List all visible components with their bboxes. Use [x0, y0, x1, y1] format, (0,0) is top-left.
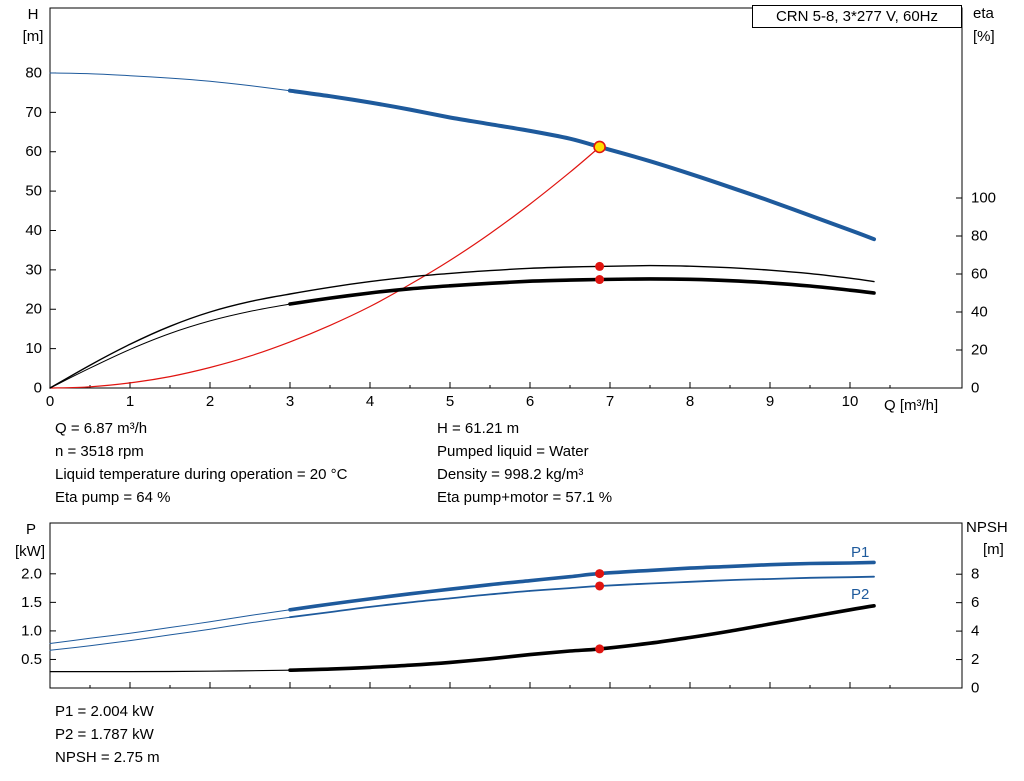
h-axis-label: H	[27, 6, 39, 23]
power-npsh-chart: 0.5 1.0 1.5 2.0 0 2 4 6 8	[21, 522, 979, 697]
info-line-eta-pump: Eta pump = 64 %	[55, 489, 171, 506]
y-left-tick-label: 2.0	[21, 565, 42, 582]
y-left-tick-label: 80	[25, 64, 42, 81]
p1-curve	[288, 560, 876, 612]
power-npsh-chart-frame	[49, 522, 963, 689]
p2-curve-lead	[49, 616, 291, 651]
pump-curve-lead	[49, 72, 291, 92]
h-axis-unit: [m]	[22, 28, 44, 45]
x-tick-label: 10	[842, 393, 859, 410]
eta-total-curve-lead	[49, 303, 291, 389]
npsh-curve	[288, 604, 876, 672]
info-line-liquid: Pumped liquid = Water	[437, 443, 589, 460]
hq-eta-chart-frame	[49, 7, 963, 389]
y-right-tick-label: 4	[971, 623, 979, 640]
x-tick-label: 4	[366, 393, 374, 410]
x-tick-label: 2	[206, 393, 214, 410]
y-right-tick-label: 20	[971, 342, 988, 359]
eta-total-point	[595, 275, 605, 285]
pump-model-title: CRN 5-8, 3*277 V, 60Hz	[752, 5, 962, 28]
npsh-curve-lead	[49, 669, 291, 673]
x-tick-label: 5	[446, 393, 454, 410]
x-tick-label: 9	[766, 393, 774, 410]
eta-total-curve	[288, 277, 876, 306]
y-left-tick-label: 30	[25, 261, 42, 278]
eta-axis-label: eta	[973, 5, 994, 22]
x-tick-label: 8	[686, 393, 694, 410]
npsh-axis-label: NPSH	[966, 519, 1008, 536]
y-left-tick-label: 70	[25, 104, 42, 121]
duty-info-left: Q = 6.87 m³/h n = 3518 rpm Liquid temper…	[55, 417, 347, 509]
y-right-tick-label: 40	[971, 304, 988, 321]
p1-point	[595, 569, 605, 579]
duty-point	[593, 140, 606, 154]
power-info: P1 = 2.004 kW P2 = 1.787 kW NPSH = 2.75 …	[55, 700, 160, 769]
y-left-tick-label: 1.0	[21, 622, 42, 639]
q-axis-label: Q [m³/h]	[884, 397, 939, 414]
x-tick-label: 7	[606, 393, 614, 410]
hq-eta-chart: 0 1 2 3 4 5 6 7 8 9 100102030405060708002040608010…	[25, 7, 996, 410]
y-left-tick-label: 10	[25, 340, 42, 357]
info-line-p1: P1 = 2.004 kW	[55, 703, 154, 720]
info-line-q: Q = 6.87 m³/h	[55, 420, 148, 437]
npsh-point	[595, 644, 605, 654]
y-right-tick-label: 6	[971, 594, 979, 611]
y-right-tick-label: 8	[971, 566, 979, 583]
eta-pump-point	[595, 261, 605, 271]
system-curve	[49, 146, 601, 389]
eta-pump-curve	[49, 264, 875, 389]
info-line-n: n = 3518 rpm	[55, 443, 144, 460]
y-right-tick-label: 2	[971, 651, 979, 668]
y-left-tick-label: 40	[25, 222, 42, 239]
p2-curve	[289, 575, 875, 619]
y-left-tick-label: 0	[34, 380, 42, 397]
info-line-p2: P2 = 1.787 kW	[55, 726, 154, 743]
y-left-tick-label: 1.5	[21, 594, 42, 611]
x-tick-label: 6	[526, 393, 534, 410]
npsh-axis-unit: [m]	[983, 541, 1004, 558]
x-tick-label: 1	[126, 393, 134, 410]
y-right-tick-label: 0	[971, 380, 979, 397]
info-line-temperature: Liquid temperature during operation = 20…	[55, 466, 348, 483]
p1-curve-label: P1	[851, 544, 870, 561]
y-right-tick-label: 60	[971, 266, 988, 283]
pump-curve	[288, 88, 876, 242]
info-line-npsh: NPSH = 2.75 m	[55, 749, 160, 766]
info-line-eta-total: Eta pump+motor = 57.1 %	[437, 489, 613, 506]
info-line-density: Density = 998.2 kg/m³	[437, 466, 584, 483]
y-right-tick-label: 0	[971, 680, 979, 697]
info-line-h: H = 61.21 m	[437, 420, 520, 437]
p2-point	[595, 581, 605, 591]
p-axis-label: P	[25, 521, 36, 538]
y-left-tick-label: 50	[25, 183, 42, 200]
eta-axis-unit: [%]	[973, 28, 995, 45]
y-left-tick-label: 20	[25, 301, 42, 318]
p2-curve-label: P2	[851, 586, 870, 603]
y-left-tick-label: 0.5	[21, 651, 42, 668]
p-axis-unit: [kW]	[15, 543, 45, 560]
x-tick-label: 3	[286, 393, 294, 410]
y-left-tick-label: 60	[25, 143, 42, 160]
duty-info-right: H = 61.21 m Pumped liquid = Water Densit…	[437, 417, 612, 509]
x-tick-label: 0	[46, 393, 54, 410]
p1-curve-lead	[49, 609, 291, 644]
y-right-tick-label: 100	[971, 190, 996, 207]
y-right-tick-label: 80	[971, 228, 988, 245]
